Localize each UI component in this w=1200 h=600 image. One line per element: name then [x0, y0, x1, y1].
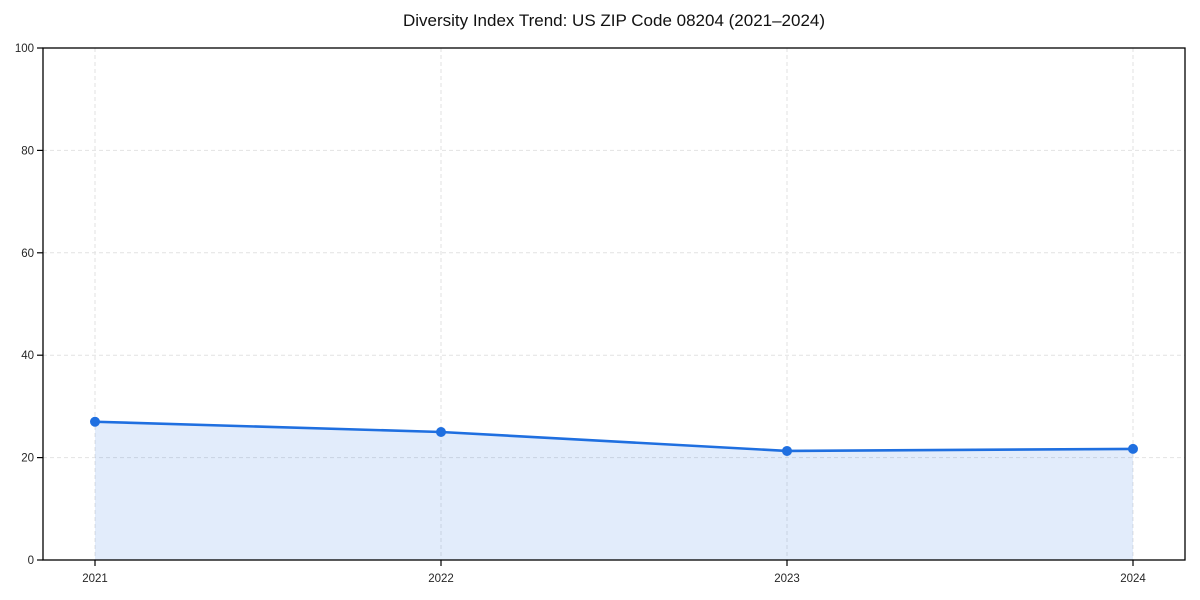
data-point-2024 [1128, 443, 1138, 454]
data-point-2022 [436, 427, 446, 437]
y-tick-label: 60 [21, 248, 34, 260]
x-tick-label: 2021 [82, 573, 108, 585]
y-tick-label: 0 [28, 555, 34, 567]
y-tick-label: 40 [21, 350, 34, 362]
x-tick-label: 2023 [774, 573, 800, 585]
y-tick-label: 100 [15, 43, 34, 55]
plot-frame [42, 47, 1186, 561]
chart-title: Diversity Index Trend: US ZIP Code 08204… [402, 11, 826, 30]
x-tick-label: 2022 [428, 573, 454, 585]
y-tick-label: 20 [21, 453, 34, 465]
x-tick-label: 2024 [1120, 573, 1146, 585]
data-point-2023 [782, 445, 792, 456]
data-point-2021 [90, 416, 100, 427]
y-tick-label: 80 [21, 145, 34, 157]
area-fill [95, 421, 1133, 560]
trend-line [93, 420, 1135, 453]
